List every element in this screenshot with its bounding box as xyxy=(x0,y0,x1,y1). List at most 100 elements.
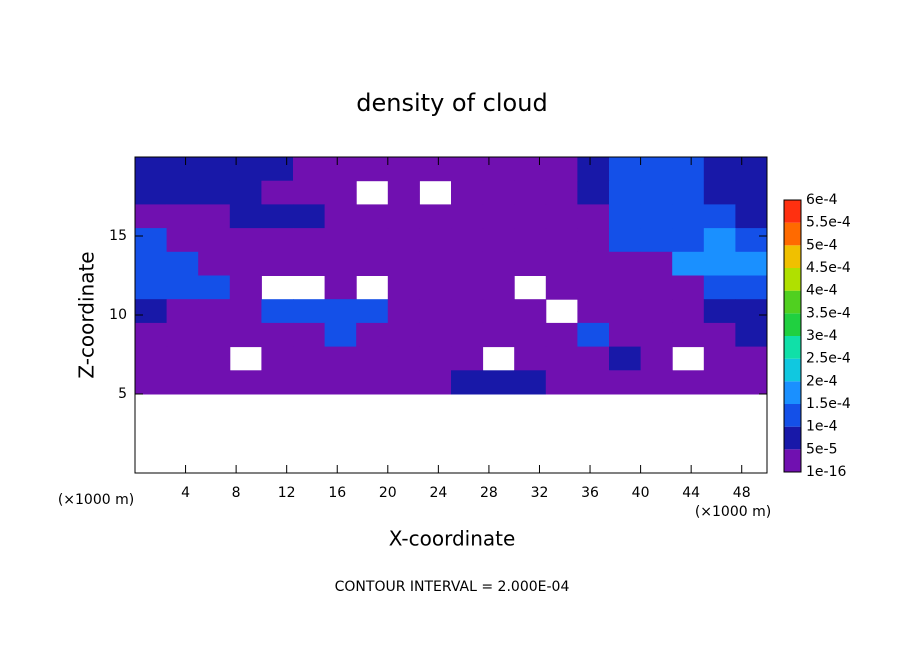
contour-cell xyxy=(261,346,294,371)
contour-cell xyxy=(672,251,705,276)
contour-cell xyxy=(482,370,515,395)
contour-cell xyxy=(482,180,515,205)
contour-cell xyxy=(419,299,452,324)
contour-cell xyxy=(198,299,231,324)
contour-cell xyxy=(735,322,768,348)
contour-cell xyxy=(577,322,610,348)
contour-cell xyxy=(229,299,262,324)
contour-cell xyxy=(166,346,199,371)
contour-cell xyxy=(577,228,610,253)
contour-cell xyxy=(672,370,705,395)
contour-cell xyxy=(198,204,231,229)
contour-cell xyxy=(451,322,484,348)
x-unit-label: (×1000 m) xyxy=(695,504,771,520)
chart-title: density of cloud xyxy=(356,89,547,117)
contour-cell xyxy=(261,204,294,229)
contour-cell xyxy=(703,346,736,371)
x-axis-label: X-coordinate xyxy=(389,527,516,551)
contour-cell xyxy=(703,299,736,324)
x-tick-label: 48 xyxy=(733,485,751,501)
contour-cell xyxy=(609,275,642,300)
contour-cell xyxy=(229,322,262,348)
x-tick-label: 32 xyxy=(531,485,549,501)
contour-cell xyxy=(703,251,736,276)
contour-cell xyxy=(451,299,484,324)
contour-cell xyxy=(514,204,547,229)
contour-cell xyxy=(261,180,294,205)
contour-cell xyxy=(229,157,262,182)
contour-cell xyxy=(261,251,294,276)
contour-cell xyxy=(198,228,231,253)
contour-cell xyxy=(198,251,231,276)
contour-cell xyxy=(293,322,326,348)
contour-cell xyxy=(166,204,199,229)
contour-cell xyxy=(387,346,420,371)
colorbar-band xyxy=(784,404,801,427)
colorbar-label: 3e-4 xyxy=(806,328,838,344)
x-unit-label: (×1000 m) xyxy=(58,492,134,508)
contour-cell xyxy=(514,228,547,253)
contour-cell xyxy=(577,251,610,276)
colorbar-label: 5e-4 xyxy=(806,237,838,253)
contour-cell xyxy=(703,157,736,182)
contour-cell xyxy=(356,251,389,276)
contour-cell xyxy=(545,180,578,205)
contour-cell xyxy=(356,228,389,253)
contour-cell xyxy=(609,251,642,276)
colorbar-band xyxy=(784,336,801,359)
contour-cell xyxy=(672,180,705,205)
contour-cell xyxy=(135,204,168,229)
contour-cell xyxy=(640,370,673,395)
contour-cell xyxy=(166,228,199,253)
contour-cell xyxy=(735,180,768,205)
contour-cell xyxy=(609,299,642,324)
contour-cell xyxy=(451,275,484,300)
contour-cell xyxy=(451,251,484,276)
contour-cell xyxy=(640,157,673,182)
contour-cell xyxy=(703,275,736,300)
contour-cell xyxy=(451,228,484,253)
contour-cell xyxy=(261,299,294,324)
contour-cell xyxy=(198,180,231,205)
contour-cell xyxy=(135,370,168,395)
contour-cell xyxy=(293,204,326,229)
contour-cell xyxy=(609,346,642,371)
contour-cell xyxy=(198,322,231,348)
contour-cell xyxy=(387,251,420,276)
colorbar-band xyxy=(784,222,801,246)
contour-cell xyxy=(198,346,231,371)
y-tick-label: 15 xyxy=(109,228,127,244)
contour-cell xyxy=(419,275,452,300)
footer-note: CONTOUR INTERVAL = 2.000E-04 xyxy=(335,579,570,595)
contour-cell xyxy=(166,251,199,276)
contour-cell xyxy=(609,322,642,348)
contour-cell xyxy=(261,228,294,253)
contour-cell xyxy=(609,228,642,253)
contour-cell xyxy=(672,157,705,182)
contour-cell xyxy=(672,322,705,348)
contour-cell xyxy=(482,275,515,300)
contour-cell xyxy=(135,299,168,324)
colorbar-band xyxy=(784,290,801,314)
contour-cell xyxy=(229,228,262,253)
contour-cell xyxy=(640,180,673,205)
contour-cell xyxy=(293,157,326,182)
contour-cell xyxy=(293,299,326,324)
colorbar-band xyxy=(784,449,801,472)
x-tick-label: 36 xyxy=(581,485,599,501)
contour-cell xyxy=(135,251,168,276)
contour-cell xyxy=(451,157,484,182)
contour-cell xyxy=(356,346,389,371)
contour-cell xyxy=(640,228,673,253)
colorbar-band xyxy=(784,245,801,268)
contour-cell xyxy=(198,370,231,395)
contour-cell xyxy=(324,346,357,371)
contour-cell xyxy=(293,228,326,253)
contour-cell xyxy=(609,204,642,229)
contour-cell xyxy=(356,157,389,182)
contour-cell xyxy=(735,370,768,395)
contour-cell xyxy=(166,299,199,324)
contour-cell xyxy=(545,228,578,253)
contour-cell xyxy=(577,346,610,371)
contour-cell xyxy=(356,370,389,395)
